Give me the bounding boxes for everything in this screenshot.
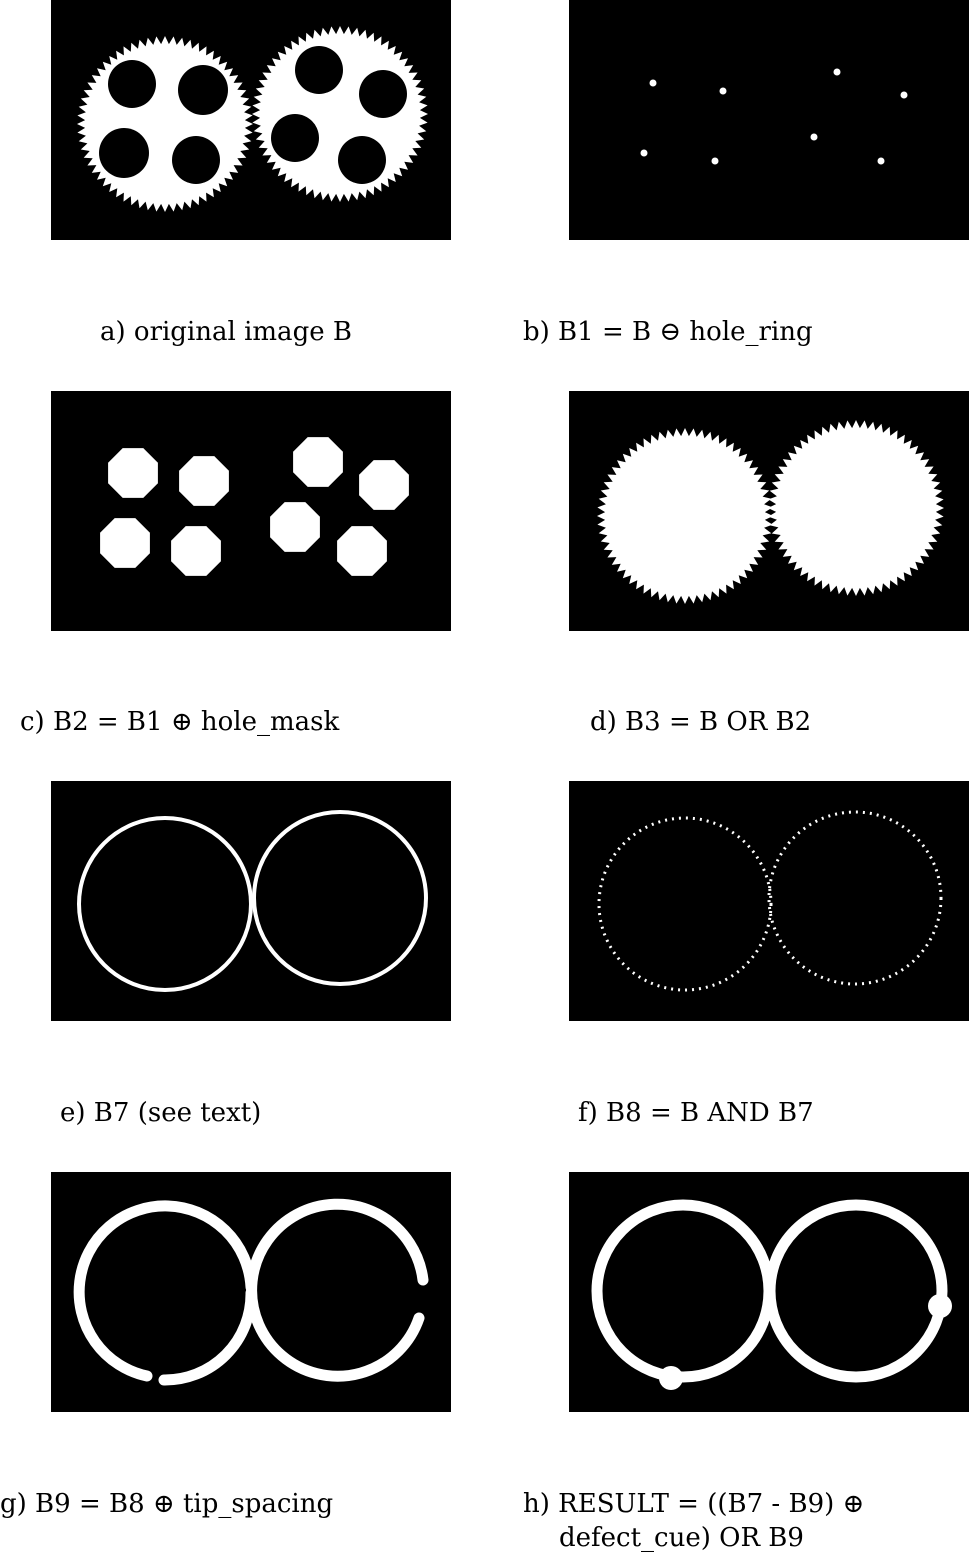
caption-e: e) B7 (see text)	[60, 1095, 261, 1131]
filled-gears-image	[569, 391, 969, 631]
panel-f-and-points	[569, 781, 969, 1021]
octagon-mask	[270, 502, 320, 552]
panel-g-dilated-tips	[51, 1172, 451, 1412]
panel-e-ring-b7	[51, 781, 451, 1021]
caption-d: d) B3 = B OR B2	[590, 704, 811, 740]
rings-image	[51, 781, 451, 1021]
caption-b: b) B1 = B ⊖ hole_ring	[523, 314, 813, 350]
octagon-mask	[179, 456, 229, 506]
hole-centers-image	[569, 0, 969, 240]
octagon-mask	[293, 437, 343, 487]
caption-h-line2: defect_cue) OR B9	[559, 1520, 804, 1556]
octagon-mask	[171, 526, 221, 576]
caption-f: f) B8 = B AND B7	[578, 1095, 814, 1131]
panel-b-eroded-points	[569, 0, 969, 240]
octagon-mask	[337, 526, 387, 576]
caption-g: g) B9 = B8 ⊕ tip_spacing	[0, 1486, 333, 1522]
gears-with-holes-image	[51, 0, 451, 240]
panel-a-original-image	[51, 0, 451, 240]
dilated-tips-image	[51, 1172, 451, 1412]
panel-c-hole-masks	[51, 391, 451, 631]
result-image	[569, 1172, 969, 1412]
octagon-masks-image	[51, 391, 451, 631]
caption-a: a) original image B	[100, 314, 352, 350]
panel-h-result	[569, 1172, 969, 1412]
octagon-mask	[359, 460, 409, 510]
octagon-mask	[100, 518, 150, 568]
caption-h-line1: h) RESULT = ((B7 - B9) ⊕	[523, 1486, 864, 1522]
tooth-tip-points-image	[569, 781, 969, 1021]
caption-c: c) B2 = B1 ⊕ hole_mask	[20, 704, 339, 740]
octagon-mask	[108, 448, 158, 498]
panel-d-filled-gears	[569, 391, 969, 631]
